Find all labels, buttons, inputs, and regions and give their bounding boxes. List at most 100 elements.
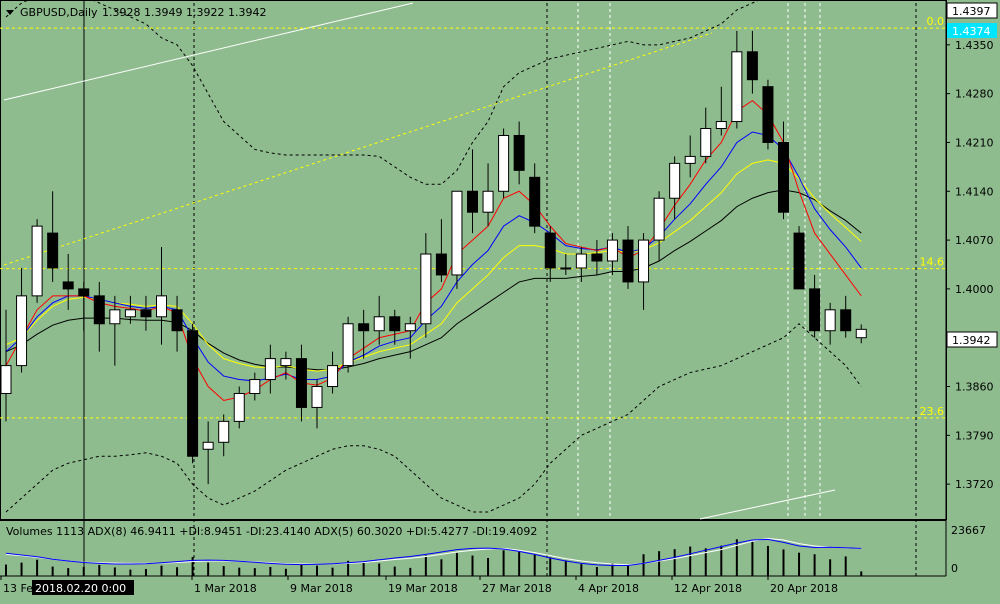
- ma-black-line: [5, 189, 862, 371]
- candle: [591, 240, 603, 275]
- fib-zero-price-box: [947, 23, 997, 38]
- candle-body: [233, 392, 245, 422]
- candle-body: [715, 121, 727, 130]
- candle: [124, 295, 136, 324]
- candle: [249, 372, 261, 401]
- candle-body: [762, 86, 774, 143]
- candle: [513, 121, 525, 185]
- candle: [264, 344, 276, 394]
- candle: [855, 324, 867, 344]
- candle: [715, 86, 727, 136]
- fib-level-label-0: 0.0: [927, 15, 945, 28]
- symbol-label: GBPUSD,Daily: [20, 6, 98, 19]
- candle-body: [482, 190, 494, 213]
- candle: [327, 351, 339, 394]
- candle: [731, 30, 743, 129]
- candle-body: [855, 328, 867, 339]
- candle-body: [93, 295, 105, 325]
- candle: [435, 219, 447, 282]
- indicator-panel: [5, 537, 863, 576]
- candle: [62, 254, 74, 310]
- candle-body: [669, 162, 681, 199]
- candle-body: [373, 316, 385, 332]
- candles: [0, 30, 867, 485]
- candle: [824, 302, 836, 345]
- candle: [358, 309, 370, 359]
- candle-body: [700, 128, 712, 157]
- candle: [622, 226, 634, 289]
- candle: [311, 379, 323, 429]
- candle: [669, 156, 681, 220]
- candle: [389, 309, 401, 345]
- y-tick-label: 1.4070: [955, 234, 994, 247]
- current-price-box: [946, 331, 998, 348]
- candle: [47, 191, 59, 282]
- fib-zero-price-label: 1.4374: [952, 25, 991, 38]
- candle: [0, 309, 12, 422]
- candle-body: [575, 253, 587, 269]
- candle: [451, 190, 463, 289]
- y-tick-label: 1.3790: [955, 429, 994, 442]
- candle: [575, 247, 587, 282]
- candle-body: [498, 134, 510, 192]
- candle-body: [0, 365, 12, 394]
- candle-body: [342, 323, 354, 367]
- fib-level-label-2: 23.6: [920, 405, 945, 418]
- candle: [404, 316, 416, 359]
- bollinger-bands: [5, 0, 862, 513]
- candle-body: [824, 309, 836, 332]
- candle-body: [746, 51, 758, 81]
- x-tick-label: 4 Apr 2018: [578, 582, 639, 595]
- candle-body: [793, 232, 805, 290]
- candle-body: [62, 281, 74, 290]
- candle: [482, 163, 494, 227]
- price-axis: 1.4350 1.4280 1.4210 1.4140 1.4070 1.4000 1.39…: [946, 39, 994, 491]
- candle-body: [544, 232, 556, 269]
- x-tick-label: 12 Apr 2018: [674, 582, 742, 595]
- candle: [653, 191, 665, 261]
- candle-body: [124, 309, 136, 318]
- candle-body: [513, 134, 525, 171]
- candle: [560, 254, 572, 275]
- candle-body: [638, 239, 650, 283]
- x-tick-label: 20 Apr 2018: [770, 582, 838, 595]
- collapse-triangle-icon[interactable]: [6, 10, 14, 15]
- candle: [202, 421, 214, 485]
- ma-yellow-line: [5, 159, 862, 372]
- bb-upper-line: [5, 0, 761, 185]
- y-tick-label: 1.4210: [955, 136, 994, 149]
- candle: [16, 267, 28, 373]
- x-tick-label: 9 Mar 2018: [290, 582, 353, 595]
- candle: [78, 281, 90, 331]
- x-tick-label: 1 Mar 2018: [194, 582, 257, 595]
- candle-body: [809, 288, 821, 332]
- candle-body: [731, 51, 743, 123]
- candle-body: [140, 309, 152, 318]
- candle-body: [109, 309, 121, 325]
- current-price-label: 1.3942: [952, 334, 991, 347]
- candle-body: [311, 386, 323, 408]
- ma-blue-line: [5, 131, 862, 382]
- fibonacci-levels: 0.0 14.6 23.6: [0, 15, 946, 419]
- candle-body: [171, 309, 183, 332]
- x-tick-label: 27 Mar 2018: [482, 582, 552, 595]
- y-tick-label: 1.4000: [955, 283, 994, 296]
- fib-level-label-1: 14.6: [920, 256, 945, 269]
- candle: [218, 414, 230, 457]
- candle: [373, 295, 385, 345]
- x-tick-label: 19 Mar 2018: [388, 582, 458, 595]
- candle-body: [435, 253, 447, 276]
- candle: [762, 79, 774, 150]
- trendline-lower: [699, 489, 836, 520]
- candle: [498, 128, 510, 199]
- candle: [544, 226, 556, 282]
- candle: [467, 149, 478, 234]
- candle: [684, 135, 696, 178]
- candle-body: [78, 288, 90, 297]
- candle-body: [202, 441, 214, 450]
- candle-body: [187, 330, 199, 457]
- trendlines: [3, 2, 836, 520]
